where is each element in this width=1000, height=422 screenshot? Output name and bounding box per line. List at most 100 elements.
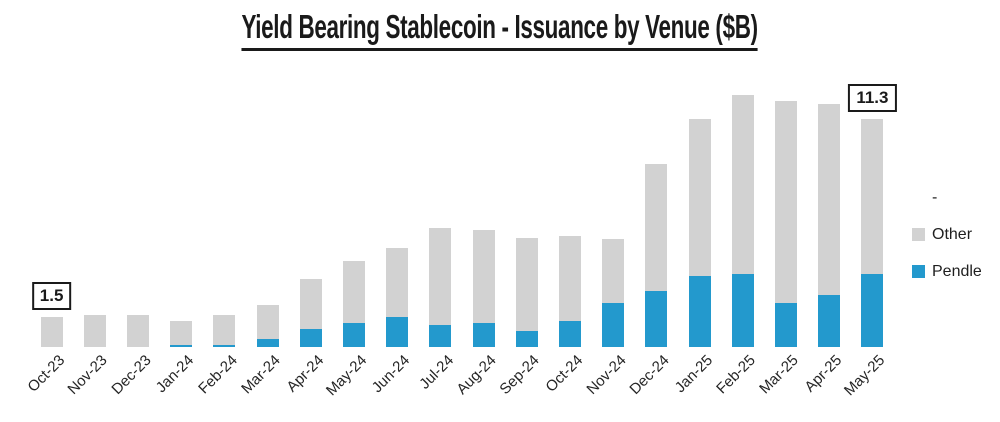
bar-segment-other: [731, 95, 754, 274]
stacked-bar: [386, 248, 409, 347]
bar-segment-other: [861, 119, 884, 274]
x-axis-label: Oct-23: [24, 351, 68, 396]
bar-segment-pendle: [645, 291, 668, 347]
bar-segment-pendle: [256, 339, 279, 347]
bar-segment-pendle: [731, 274, 754, 347]
bar-group-nov-24: Nov-24: [583, 87, 635, 398]
x-axis-label: May-25: [841, 351, 889, 400]
bar-segment-pendle: [558, 321, 581, 347]
bar-group-oct-24: Oct-24: [542, 87, 591, 396]
bar-group-apr-24: Apr-24: [283, 87, 332, 396]
legend-item-other: Other: [912, 225, 982, 244]
x-axis-label: Mar-24: [238, 351, 284, 398]
bar-group-sep-24: Sep-24: [497, 87, 548, 398]
legend-swatch-icon: [912, 228, 925, 241]
legend-item-pendle: Pendle: [912, 262, 982, 281]
stacked-bar: [645, 164, 668, 347]
bar-segment-other: [774, 101, 797, 303]
x-axis-label: Nov-24: [583, 351, 630, 398]
bar-segment-other: [472, 230, 495, 323]
x-axis-label: Jun-24: [368, 351, 414, 397]
bar-group-nov-23: Nov-23: [65, 87, 116, 398]
bar-group-feb-24: Feb-24: [195, 87, 246, 397]
bar-group-feb-25: Feb-25: [713, 87, 764, 397]
bar-group-jan-25: Jan-25: [671, 87, 721, 396]
bar-segment-other: [386, 248, 409, 317]
bar-group-dec-24: Dec-24: [626, 87, 678, 398]
bar-segment-other: [602, 239, 625, 303]
legend-item-dash: -: [912, 188, 982, 207]
plot-area: Oct-23 Nov-23 Dec-23 Jan-24 Feb-24 Mar-24 Apr-…: [24, 84, 897, 399]
bar-segment-pendle: [688, 276, 711, 347]
legend-swatch-icon: [912, 265, 925, 278]
x-axis-label: May-24: [322, 351, 371, 400]
bar-segment-pendle: [861, 274, 884, 347]
stacked-bar: [83, 315, 106, 347]
bar-segment-pendle: [299, 329, 322, 347]
stacked-bar: [774, 101, 797, 347]
stacked-bar: [429, 228, 452, 347]
stacked-bar: [688, 119, 711, 347]
x-axis-label: Sep-24: [496, 351, 544, 398]
bar-segment-pendle: [386, 317, 409, 347]
bar-segment-pendle: [213, 345, 236, 347]
stacked-bar: [40, 317, 63, 347]
bar-segment-other: [170, 321, 193, 345]
bar-group-jul-24: Jul-24: [416, 87, 462, 393]
stacked-bar: [213, 315, 236, 347]
x-axis-label: Dec-24: [626, 351, 673, 398]
x-axis-label: Feb-25: [713, 351, 760, 398]
x-axis-label: Jul-24: [415, 351, 457, 393]
bar-segment-pendle: [602, 303, 625, 347]
x-axis-label: Jan-25: [671, 351, 716, 397]
data-callout: 1.5: [31, 281, 72, 310]
chart-header: Yield Bearing Stablecoin - Issuance by V…: [0, 8, 1000, 51]
bar-segment-pendle: [774, 303, 797, 347]
bar-segment-pendle: [429, 325, 452, 347]
bar-segment-other: [40, 317, 63, 347]
x-axis-label: Apr-24: [283, 351, 328, 396]
stacked-bar: [861, 119, 884, 347]
stacked-bar: [170, 321, 193, 347]
stacked-bar: [126, 315, 149, 347]
bar-segment-pendle: [472, 323, 495, 347]
bar-segment-other: [83, 315, 106, 347]
x-axis-label: Mar-25: [756, 351, 803, 398]
bar-group-aug-24: Aug-24: [454, 87, 505, 398]
bar-group-oct-23: Oct-23: [24, 87, 73, 396]
legend-label: -: [932, 189, 938, 206]
bar-segment-pendle: [818, 295, 841, 347]
stacked-bar: [818, 104, 841, 347]
bar-segment-other: [342, 261, 365, 323]
bar-segment-other: [558, 236, 581, 321]
stacked-bar: [342, 261, 365, 347]
x-axis-label: Oct-24: [542, 351, 587, 396]
legend: - Other Pendle: [912, 188, 982, 299]
stacked-bar: [731, 95, 754, 347]
bar-segment-pendle: [342, 323, 365, 347]
bar-group-may-24: May-24: [323, 87, 375, 399]
bar-group-may-25: May-25: [841, 87, 894, 399]
bar-segment-other: [688, 119, 711, 276]
stacked-bar: [602, 239, 625, 347]
bar-segment-other: [213, 315, 236, 345]
x-axis-label: Jan-24: [152, 351, 198, 397]
chart-title: Yield Bearing Stablecoin - Issuance by V…: [241, 8, 758, 51]
x-axis-label: Dec-23: [108, 351, 155, 398]
stacked-bar: [472, 230, 495, 347]
stacked-bar: [299, 279, 322, 347]
bar-segment-other: [256, 305, 279, 339]
bar-group-jan-24: Jan-24: [153, 87, 203, 396]
bar-segment-pendle: [515, 331, 538, 347]
bar-group-jun-24: Jun-24: [369, 87, 419, 396]
legend-label: Other: [932, 226, 973, 243]
stacked-bar: [515, 238, 538, 347]
stacked-bar: [558, 236, 581, 347]
bar-group-mar-24: Mar-24: [238, 87, 289, 397]
x-axis-label: Feb-24: [195, 351, 241, 398]
legend-label: Pendle: [932, 263, 982, 280]
bar-segment-other: [818, 104, 841, 295]
bar-segment-other: [299, 279, 322, 329]
bar-group-apr-25: Apr-25: [802, 87, 851, 396]
data-callout: 11.3: [848, 84, 897, 113]
